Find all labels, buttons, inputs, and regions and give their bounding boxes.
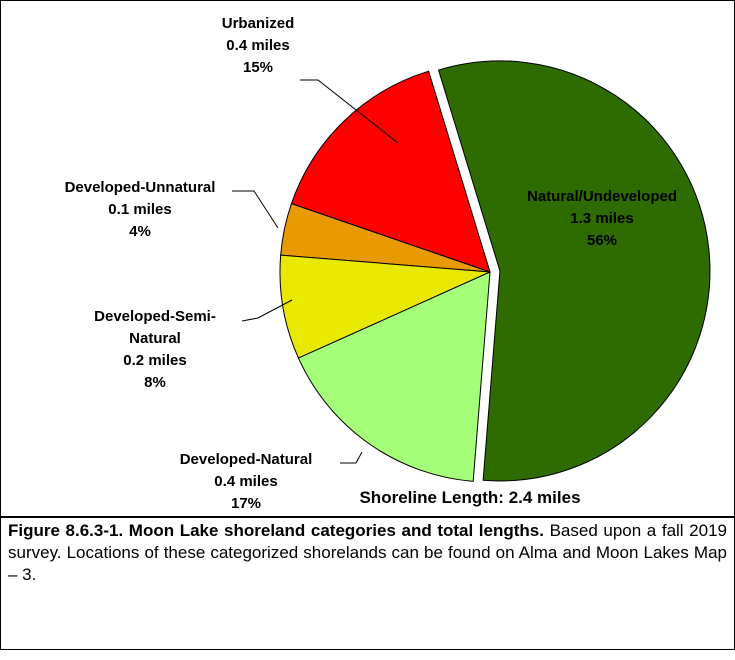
category-label: Developed-Unnatural bbox=[64, 179, 216, 196]
category-label: Developed-Natural bbox=[179, 451, 313, 468]
length-label: 0.2 miles bbox=[123, 352, 187, 369]
slice-label: Developed-Unnatural 0.1 miles 4% bbox=[65, 177, 216, 243]
slice-label: Developed-Natural 0.4 miles 17% bbox=[180, 449, 313, 515]
percent-label: 4% bbox=[129, 223, 151, 240]
length-label: 0.1 miles bbox=[108, 201, 172, 218]
category-label: Developed-Semi-Natural bbox=[94, 308, 216, 347]
leader-line bbox=[241, 299, 293, 322]
leader-line bbox=[232, 190, 279, 229]
slice-label: Developed-Semi-Natural 0.2 miles 8% bbox=[70, 306, 240, 394]
length-label: 1.3 miles bbox=[570, 210, 634, 227]
total-annotation: Shoreline Length: 2.4 miles bbox=[359, 488, 581, 507]
figure-caption: Figure 8.6.3-1. Moon Lake shoreland cate… bbox=[0, 517, 735, 650]
percent-label: 56% bbox=[586, 232, 618, 249]
category-label: Urbanized bbox=[221, 15, 295, 32]
slice-label: Natural/Undeveloped 1.3 miles 56% bbox=[527, 186, 677, 252]
length-label: 0.4 miles bbox=[226, 37, 290, 54]
leader-line bbox=[340, 451, 363, 464]
leader-line bbox=[300, 79, 399, 144]
length-label: 0.4 miles bbox=[214, 473, 278, 490]
percent-label: 8% bbox=[144, 374, 166, 391]
pie-slice bbox=[437, 60, 711, 482]
category-label: Natural/Undeveloped bbox=[526, 188, 678, 205]
slice-label: Urbanized 0.4 miles 15% bbox=[222, 13, 295, 79]
percent-label: 17% bbox=[230, 495, 262, 512]
percent-label: 15% bbox=[242, 59, 274, 76]
caption-title: Figure 8.6.3-1. Moon Lake shoreland cate… bbox=[8, 521, 544, 540]
pie-slice bbox=[297, 271, 491, 482]
leader-lines bbox=[232, 79, 399, 464]
chart bbox=[232, 60, 711, 482]
pie-slice bbox=[290, 70, 491, 273]
caption-text: Based upon a fall 2019 survey. Locations… bbox=[8, 521, 727, 584]
pie-slice bbox=[279, 254, 491, 359]
